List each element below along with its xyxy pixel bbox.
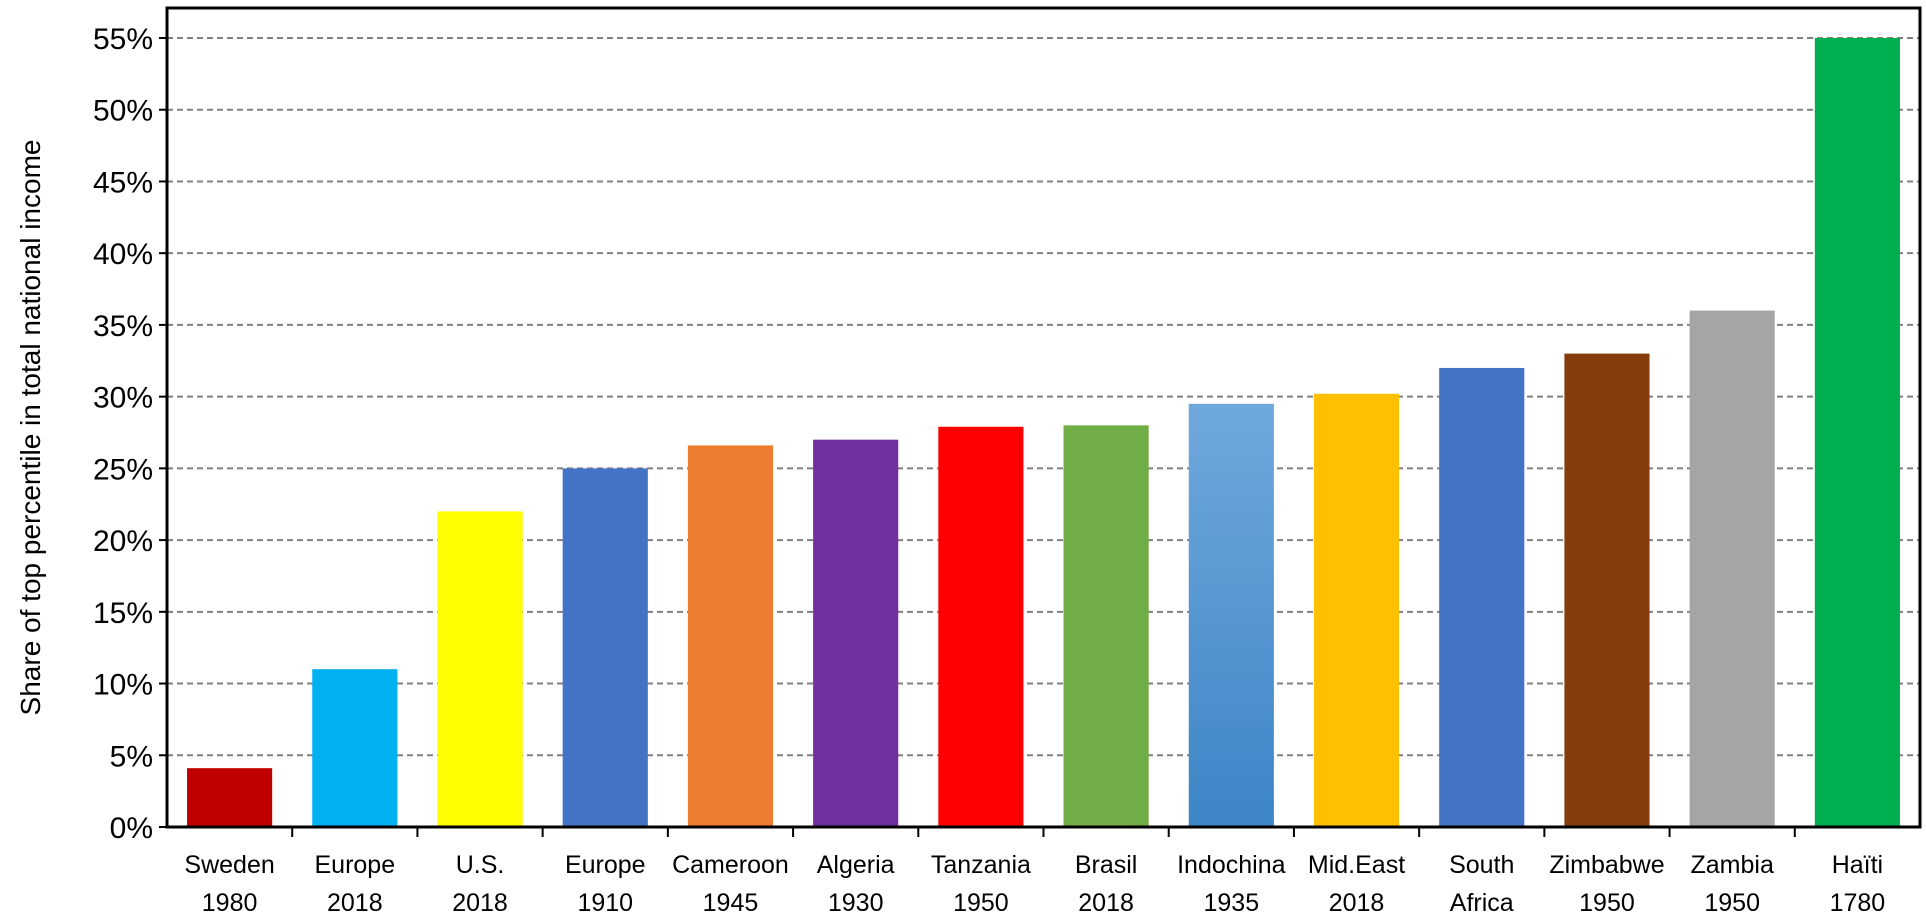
x-category-label: South Africa [1449, 851, 1514, 917]
y-axis-ticks: 0% 5% 10% 15% 20% 25% 30% 35% 40% 45% 50% 55% [93, 23, 167, 845]
y-tick-label: 0% [110, 812, 153, 845]
bar [1439, 367, 1525, 827]
x-category-label: Indochina 1935 [1177, 851, 1286, 917]
y-tick-label: 40% [93, 238, 153, 271]
plot-area-frame [165, 6, 1922, 829]
bar [1689, 310, 1775, 828]
y-tick-label: 10% [93, 669, 153, 702]
y-tick-label: 5% [110, 740, 153, 773]
y-tick-label: 50% [93, 95, 153, 128]
bar [813, 439, 899, 827]
bar [562, 468, 648, 827]
x-category-label: Zimbabwe 1950 [1549, 851, 1664, 917]
x-category-label: Europe 1910 [565, 851, 646, 917]
bar [187, 768, 273, 827]
y-tick-label: 55% [93, 23, 153, 56]
bar [1814, 38, 1900, 827]
gridlines [167, 37, 1920, 757]
bar [687, 445, 774, 827]
bar [1188, 403, 1274, 827]
x-category-label: Brasil 2018 [1075, 851, 1138, 917]
y-axis-title: Share of top percentile in total nationa… [15, 140, 46, 716]
x-category-label: Zambia 1950 [1690, 851, 1773, 917]
y-tick-label: 25% [93, 453, 153, 486]
bar [1313, 393, 1400, 827]
x-category-label: U.S. 2018 [452, 851, 508, 917]
x-axis-ticks: Sweden 1980 Europe 2018 U.S. 2018 Europe 1910 Ca… [184, 827, 1885, 917]
x-category-label: Cameroon 1945 [672, 851, 789, 917]
bar [1063, 425, 1149, 827]
x-category-label: Mid.East 2018 [1308, 851, 1405, 917]
bar [1564, 353, 1650, 827]
y-tick-label: 45% [93, 166, 153, 199]
x-category-label: Europe 2018 [315, 851, 396, 917]
bar [938, 426, 1024, 827]
x-category-label: Sweden 1980 [184, 851, 274, 917]
y-tick-label: 20% [93, 525, 153, 558]
x-category-label: Tanzania 1950 [931, 851, 1031, 917]
y-tick-label: 15% [93, 597, 153, 630]
bar [312, 669, 398, 827]
x-category-label: Algeria 1930 [817, 851, 895, 917]
bars [187, 38, 1900, 828]
y-tick-label: 35% [93, 310, 153, 343]
y-tick-label: 30% [93, 382, 153, 415]
x-category-label: Haïti 1780 [1830, 851, 1886, 917]
bar [437, 511, 523, 827]
